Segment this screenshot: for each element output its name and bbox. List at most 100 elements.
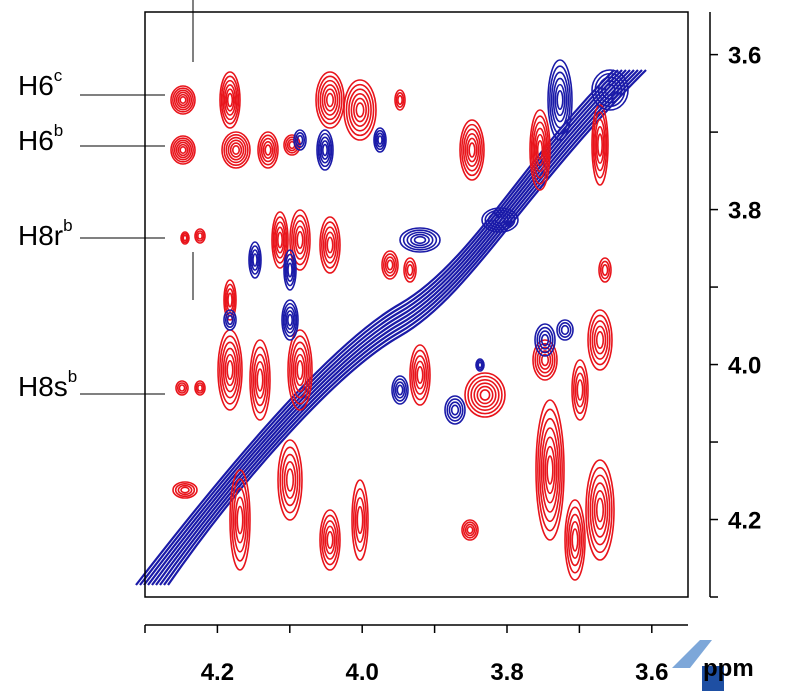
- contour: [538, 350, 552, 370]
- plot-frame: [144, 11, 689, 598]
- contour: [566, 506, 584, 574]
- contour: [409, 344, 431, 406]
- contour: [316, 129, 334, 171]
- contour: [175, 91, 191, 109]
- contour: [229, 469, 251, 571]
- contour: [224, 312, 236, 328]
- logo: ppm: [672, 640, 754, 691]
- x-tick-label: 4.2: [201, 659, 234, 686]
- contour: [601, 264, 609, 276]
- contour: [231, 145, 241, 155]
- contour: [180, 486, 190, 494]
- peak-name: H6: [18, 125, 54, 156]
- contour: [315, 71, 345, 129]
- contour: [491, 213, 509, 227]
- contour: [317, 75, 343, 125]
- contour: [413, 235, 427, 245]
- contour: [234, 496, 246, 544]
- contour: [223, 279, 237, 321]
- contour: [392, 378, 408, 402]
- contour: [178, 384, 186, 392]
- contour: [264, 144, 272, 156]
- y-tick-label: 3.6: [728, 43, 761, 70]
- contour: [462, 128, 482, 172]
- contour: [177, 93, 189, 107]
- contour: [484, 209, 516, 231]
- contour: [229, 142, 243, 158]
- peak-superscript: b: [63, 216, 72, 235]
- contour: [595, 331, 605, 349]
- contour: [571, 528, 579, 552]
- contour: [287, 329, 313, 411]
- contour: [319, 136, 331, 164]
- contour: [324, 525, 336, 555]
- contour: [549, 65, 571, 135]
- contour: [294, 225, 306, 255]
- contour: [536, 346, 554, 374]
- contour: [529, 109, 551, 191]
- contour: [597, 133, 603, 157]
- contour: [446, 398, 464, 422]
- peak-label: H6b: [18, 121, 63, 156]
- contour: [290, 341, 310, 399]
- contour: [321, 514, 339, 566]
- contour: [450, 404, 460, 416]
- contour: [182, 234, 188, 242]
- contour: [321, 221, 339, 269]
- contour: [260, 137, 276, 163]
- contour: [292, 347, 308, 393]
- contour: [538, 330, 552, 350]
- contour: [386, 259, 394, 271]
- contour: [275, 226, 285, 254]
- contour: [195, 382, 205, 394]
- contour: [194, 380, 206, 396]
- contour: [412, 355, 428, 395]
- contour: [291, 214, 309, 266]
- contour: [225, 136, 247, 164]
- contour: [259, 134, 277, 166]
- contour: [466, 137, 478, 163]
- contour: [225, 88, 235, 112]
- contour: [394, 89, 406, 111]
- contour: [222, 79, 238, 121]
- contour: [487, 211, 513, 229]
- contour: [537, 408, 563, 532]
- contour: [599, 260, 611, 280]
- contour: [277, 439, 303, 521]
- contour: [248, 241, 262, 279]
- contour: [320, 140, 330, 160]
- contour: [406, 231, 434, 249]
- x-tick-label: 3.8: [490, 659, 523, 686]
- contour: [236, 505, 244, 535]
- contour: [470, 378, 500, 412]
- contour: [351, 479, 369, 561]
- contour: [324, 231, 336, 259]
- contour: [287, 262, 293, 278]
- x-tick-label: 3.6: [635, 659, 668, 686]
- contour: [285, 258, 295, 282]
- contour: [296, 134, 304, 146]
- contour: [597, 76, 623, 104]
- peak-name: H8r: [18, 220, 63, 251]
- contour: [197, 384, 203, 392]
- peak-label: H8rb: [18, 216, 73, 251]
- contour: [155, 69, 635, 586]
- contour: [598, 257, 612, 283]
- contour: [277, 231, 283, 249]
- contour: [542, 436, 558, 504]
- contour: [284, 136, 300, 154]
- contour: [444, 395, 466, 425]
- contour: [538, 417, 562, 523]
- contour: [170, 135, 196, 165]
- peak-superscript: b: [54, 121, 63, 140]
- contour: [219, 71, 241, 129]
- contour: [294, 132, 306, 148]
- contour: [466, 525, 474, 535]
- contour: [377, 135, 383, 145]
- contour: [535, 399, 565, 541]
- contour: [534, 323, 556, 357]
- contour: [473, 382, 497, 408]
- contour: [285, 310, 295, 330]
- contour: [296, 359, 304, 381]
- peak-superscript: b: [68, 367, 77, 386]
